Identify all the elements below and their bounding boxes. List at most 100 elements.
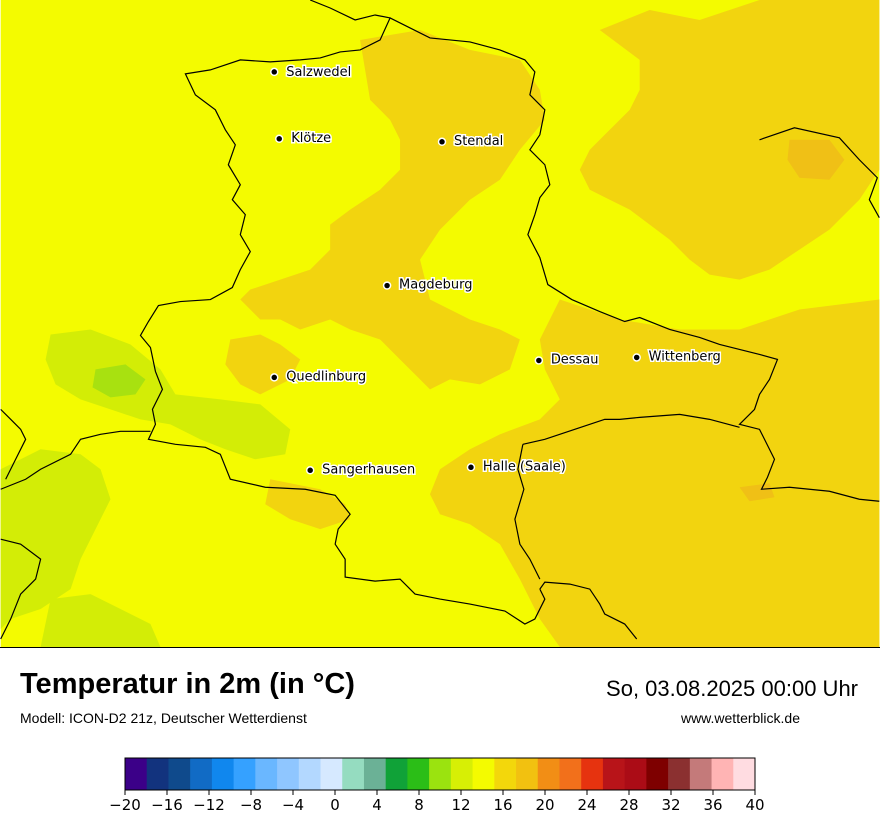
legend-tick-label: 24 — [577, 796, 596, 814]
city-dessau: Dessau — [534, 351, 600, 369]
cool-region-west — [0, 449, 111, 630]
legend-swatch — [233, 758, 256, 790]
legend-swatch — [689, 758, 713, 790]
warmest-patches — [739, 139, 845, 502]
cool-regions — [0, 329, 291, 647]
website-link[interactable]: www.wetterblick.de — [680, 710, 800, 726]
model-info: Modell: ICON-D2 21z, Deutscher Wetterdie… — [20, 710, 307, 726]
legend-tick-label: 28 — [619, 796, 638, 814]
border-southwest-edge — [0, 538, 42, 640]
legend-tick-label: 40 — [745, 796, 764, 814]
legend-swatch — [537, 758, 560, 790]
city-dot-icon — [632, 353, 641, 362]
legend-swatch — [146, 758, 169, 790]
warm-region-south — [265, 479, 351, 530]
city-label: Klötze — [291, 131, 331, 146]
city-dot-icon — [466, 463, 476, 472]
city-label: Stendal — [454, 134, 503, 149]
legend-tick-label: −8 — [240, 796, 262, 814]
cities-layer: Salzwedel Klötze Stendal Magdeburg Dessa… — [270, 63, 722, 479]
city-salzwedel: Salzwedel — [270, 63, 353, 81]
legend-swatch — [125, 758, 148, 790]
border-thuringia-west — [0, 430, 151, 490]
city-halle: Halle (Saale) — [466, 458, 567, 476]
legend-swatch — [168, 758, 191, 790]
city-dot-icon — [305, 466, 315, 475]
legend-tick-label: −16 — [151, 796, 183, 814]
city-dot-icon — [275, 134, 284, 144]
cool-region-southwest — [40, 594, 161, 647]
city-label: Halle (Saale) — [483, 459, 566, 474]
border-brandenburg — [389, 17, 880, 502]
border-saxony-south — [514, 444, 541, 580]
warmest-patch-northeast — [787, 139, 845, 180]
legend-swatch — [429, 758, 452, 790]
state-borders — [0, 0, 880, 640]
city-stendal: Stendal — [437, 132, 505, 150]
legend-tick-label: −4 — [282, 796, 304, 814]
color-legend: −20 −16 −12 −8 −4 0 4 8 12 16 20 24 28 32 36 40 — [110, 757, 765, 814]
city-label: Sangerhausen — [322, 462, 415, 477]
legend-tick-label: 12 — [451, 796, 470, 814]
legend-swatch — [602, 758, 626, 790]
legend-swatch — [211, 758, 235, 790]
city-quedlinburg: Quedlinburg — [270, 368, 368, 386]
legend-swatch — [298, 758, 322, 790]
legend-swatch — [668, 758, 691, 790]
legend-swatch — [407, 758, 430, 790]
legend-swatch — [363, 758, 387, 790]
city-wittenberg: Wittenberg — [632, 348, 722, 366]
legend-swatch — [450, 758, 474, 790]
legend-swatch — [190, 758, 213, 790]
coolest-patch — [92, 364, 146, 398]
cool-patch-harz-core — [92, 364, 146, 398]
legend-swatch — [472, 758, 495, 790]
city-dot-icon — [534, 356, 544, 365]
legend-tick-label: 16 — [493, 796, 512, 814]
border-lower-saxony — [0, 408, 27, 480]
valid-time: So, 03.08.2025 00:00 Uhr — [606, 676, 858, 701]
warmest-patch-east — [739, 483, 775, 502]
legend-tick-label: −12 — [193, 796, 225, 814]
legend-swatch — [646, 758, 669, 790]
legend-swatch — [277, 758, 300, 790]
city-sangerhausen: Sangerhausen — [305, 461, 417, 479]
legend-swatch — [320, 758, 343, 790]
warm-regions — [225, 0, 880, 647]
legend-swatch — [581, 758, 604, 790]
legend-swatch — [342, 758, 365, 790]
city-label: Quedlinburg — [286, 369, 366, 384]
city-label: Salzwedel — [286, 65, 351, 80]
border-saxony-anhalt-east — [539, 581, 638, 640]
border-saxony — [522, 413, 740, 445]
warm-region-central — [225, 334, 301, 395]
legend-tick-label: −20 — [110, 796, 141, 814]
map-title: Temperatur in 2m (in °C) — [20, 668, 355, 700]
city-label: Wittenberg — [649, 349, 721, 364]
legend-swatch — [385, 758, 408, 790]
legend-tick-label: 36 — [703, 796, 722, 814]
cool-region-harz — [45, 329, 291, 460]
legend-tick-label: 20 — [535, 796, 554, 814]
legend-swatch — [733, 758, 756, 790]
legend-tick-label: 0 — [330, 796, 340, 814]
border-saxony-anhalt-west — [139, 0, 546, 625]
warm-region-east — [430, 299, 880, 647]
city-dot-icon — [270, 373, 279, 382]
warm-region-north — [240, 29, 545, 390]
legend-swatch — [255, 758, 278, 790]
legend-swatch — [711, 758, 734, 790]
legend-tick-label: 4 — [372, 796, 382, 814]
legend-swatch — [516, 758, 539, 790]
legend-swatch — [494, 758, 517, 790]
city-label: Magdeburg — [399, 278, 472, 293]
legend-outline — [124, 757, 756, 791]
temperature-map: Salzwedel Klötze Stendal Magdeburg Dessa… — [0, 0, 880, 648]
city-dot-icon — [270, 67, 279, 77]
legend-ticks: −20 −16 −12 −8 −4 0 4 8 12 16 20 24 28 32 36 40 — [110, 790, 765, 814]
legend-tick-label: 32 — [661, 796, 680, 814]
legend-swatch — [559, 758, 582, 790]
city-magdeburg: Magdeburg — [382, 276, 474, 294]
city-label: Dessau — [551, 352, 599, 367]
legend-swatches — [125, 758, 756, 790]
